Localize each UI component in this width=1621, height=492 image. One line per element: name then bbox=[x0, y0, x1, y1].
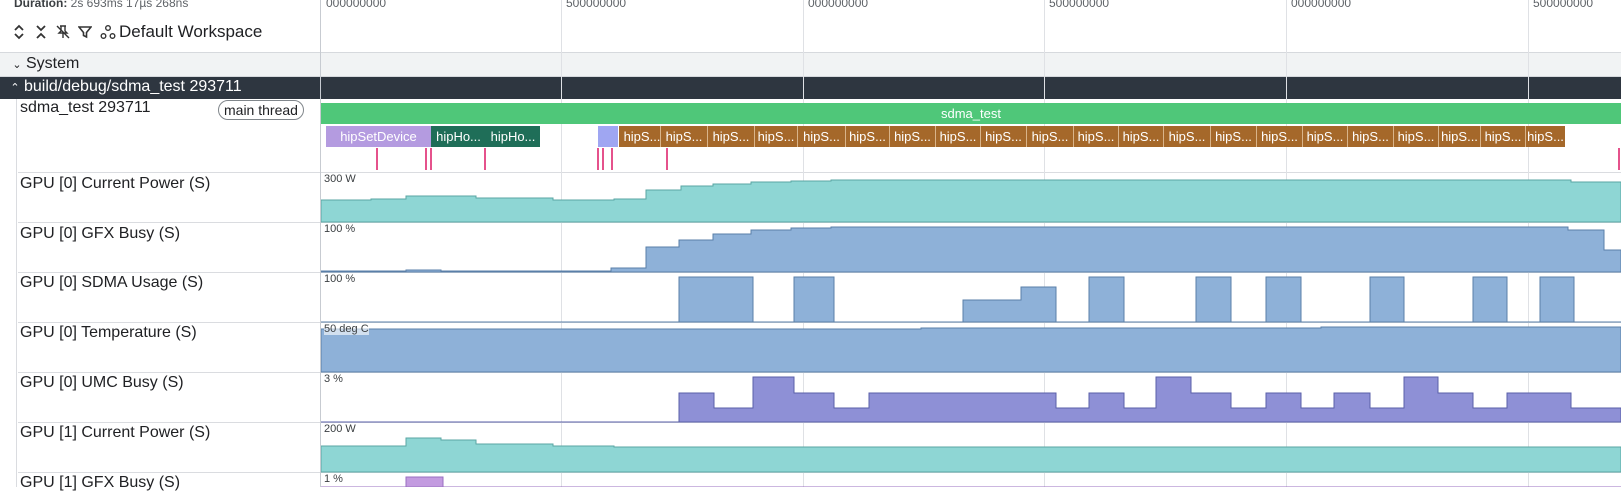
counter-label-gpu0-power[interactable]: GPU [0] Current Power (S) bbox=[20, 175, 211, 192]
duration-value: 2s 693ms 17µs 268ns bbox=[70, 0, 189, 10]
counter-scale-label: 1 % bbox=[324, 473, 343, 485]
counter-scale-label: 300 W bbox=[324, 173, 356, 185]
counter-scale-label: 100 % bbox=[324, 223, 356, 235]
group-process-label: build/debug/sdma_test 293711 bbox=[24, 78, 242, 95]
slice-hip-s[interactable]: hipS... bbox=[1118, 126, 1163, 147]
slice-hip-s[interactable]: hipS... bbox=[889, 126, 935, 147]
counter-label-gpu1-gfx[interactable]: GPU [1] GFX Busy (S) bbox=[20, 474, 181, 491]
instant-event-marker[interactable] bbox=[484, 148, 486, 170]
counter-label-gpu1-power[interactable]: GPU [1] Current Power (S) bbox=[20, 424, 211, 441]
counter-graph-gpu0-temp bbox=[321, 326, 1621, 373]
time-tick-label: 500000000 bbox=[1533, 0, 1594, 10]
time-gridline bbox=[561, 0, 562, 487]
slice-hip-s[interactable]: hipS... bbox=[1210, 126, 1256, 147]
workspace-selector[interactable]: Default Workspace bbox=[100, 22, 262, 42]
slice-hip-s[interactable]: hipS... bbox=[1480, 126, 1525, 147]
slice-hip-s[interactable]: hipS... bbox=[1302, 126, 1347, 147]
instant-event-marker[interactable] bbox=[376, 148, 378, 170]
group-system-label: System bbox=[26, 55, 80, 72]
group-process[interactable]: ⌃ build/debug/sdma_test 293711 bbox=[0, 77, 1621, 99]
filter-icon[interactable] bbox=[76, 22, 94, 42]
timeline-canvas[interactable]: 000000000 500000000 000000000 500000000 … bbox=[321, 0, 1621, 487]
slice-hip-set-device[interactable]: hipSetDevice bbox=[326, 126, 431, 147]
time-tick-label: 000000000 bbox=[326, 0, 387, 10]
time-tick-label: 000000000 bbox=[808, 0, 869, 10]
expand-all-icon[interactable] bbox=[10, 22, 28, 42]
counter-scale-label: 200 W bbox=[324, 423, 356, 435]
slice-hip-s[interactable]: hipS... bbox=[660, 126, 707, 147]
slice-hip-s[interactable]: hipS... bbox=[1256, 126, 1302, 147]
instant-event-marker[interactable] bbox=[611, 148, 613, 170]
counter-scale-label: 50 deg C bbox=[324, 323, 369, 335]
duration-label: Duration: bbox=[14, 0, 68, 10]
counter-graph-gpu0-power bbox=[321, 179, 1621, 223]
counter-graph-gpu1-gfx bbox=[321, 476, 1621, 487]
main-thread-badge: main thread bbox=[218, 100, 304, 120]
slice-hip-s[interactable]: hipS... bbox=[1393, 126, 1438, 147]
slice-hip-host[interactable]: hipHo... bbox=[486, 126, 540, 147]
chevron-down-icon[interactable]: ⌄ bbox=[12, 58, 22, 71]
slice-hip-s[interactable]: hipS... bbox=[1525, 126, 1565, 147]
counter-scale-label: 100 % bbox=[324, 273, 356, 285]
instant-event-marker[interactable] bbox=[430, 148, 432, 170]
time-tick-label: 000000000 bbox=[1291, 0, 1352, 10]
slice-hip-s[interactable]: hipS... bbox=[845, 126, 889, 147]
instant-event-marker[interactable] bbox=[597, 148, 599, 170]
chevron-up-icon[interactable]: ⌃ bbox=[10, 81, 20, 94]
slice-hip-host[interactable]: hipHo... bbox=[431, 126, 486, 147]
counter-graphs bbox=[321, 179, 1621, 487]
instant-event-marker[interactable] bbox=[1618, 148, 1620, 170]
slice-hip-s[interactable]: hipS... bbox=[935, 126, 980, 147]
slice-hip-s[interactable]: hipS... bbox=[619, 126, 665, 147]
counter-graph-gpu0-gfx bbox=[321, 226, 1621, 273]
slice-hip-s[interactable]: hipS... bbox=[1073, 126, 1118, 147]
header-divider bbox=[0, 52, 1621, 53]
collapse-all-icon[interactable] bbox=[32, 22, 50, 42]
counter-scale-label: 3 % bbox=[324, 373, 343, 385]
group-system[interactable]: ⌄ System bbox=[0, 53, 1621, 77]
slice-hip-s[interactable]: hipS... bbox=[707, 126, 754, 147]
slice-hip-call[interactable] bbox=[598, 126, 618, 147]
instant-event-marker[interactable] bbox=[425, 148, 427, 170]
thread-track-label[interactable]: sdma_test 293711 bbox=[20, 99, 151, 116]
slice-hip-s[interactable]: hipS... bbox=[797, 126, 845, 147]
counter-graph-gpu0-umc bbox=[321, 376, 1621, 423]
time-tick-label: 500000000 bbox=[1049, 0, 1110, 10]
unpin-icon[interactable] bbox=[54, 22, 72, 42]
slice-hip-s[interactable]: hipS... bbox=[1026, 126, 1073, 147]
counter-graph-gpu0-sdma bbox=[321, 276, 1621, 323]
duration-readout: Duration: 2s 693ms 17µs 268ns bbox=[14, 0, 188, 10]
counter-label-gpu0-sdma[interactable]: GPU [0] SDMA Usage (S) bbox=[20, 274, 204, 291]
slice-hip-s[interactable]: hipS... bbox=[1163, 126, 1210, 147]
slice-hip-s[interactable]: hipS... bbox=[754, 126, 797, 147]
panel-splitter[interactable] bbox=[320, 0, 321, 487]
slice-hip-s[interactable]: hipS... bbox=[1347, 126, 1393, 147]
time-tick-label: 500000000 bbox=[566, 0, 627, 10]
track-divider bbox=[18, 172, 1621, 173]
workspace-icon bbox=[100, 25, 116, 39]
counter-label-gpu0-gfx[interactable]: GPU [0] GFX Busy (S) bbox=[20, 225, 181, 242]
counter-label-gpu0-temp[interactable]: GPU [0] Temperature (S) bbox=[20, 324, 197, 341]
process-indent-guide bbox=[16, 99, 17, 487]
counter-label-gpu0-umc[interactable]: GPU [0] UMC Busy (S) bbox=[20, 374, 184, 391]
slice-sdma-test[interactable]: sdma_test bbox=[321, 103, 1621, 124]
slice-hip-s[interactable]: hipS... bbox=[1438, 126, 1480, 147]
slice-hip-s[interactable]: hipS... bbox=[980, 126, 1026, 147]
track-toolbar: Default Workspace bbox=[10, 20, 262, 44]
workspace-label: Default Workspace bbox=[119, 22, 263, 41]
counter-graph-gpu1-power bbox=[321, 437, 1621, 473]
instant-event-marker[interactable] bbox=[602, 148, 604, 170]
instant-event-marker[interactable] bbox=[666, 148, 668, 170]
